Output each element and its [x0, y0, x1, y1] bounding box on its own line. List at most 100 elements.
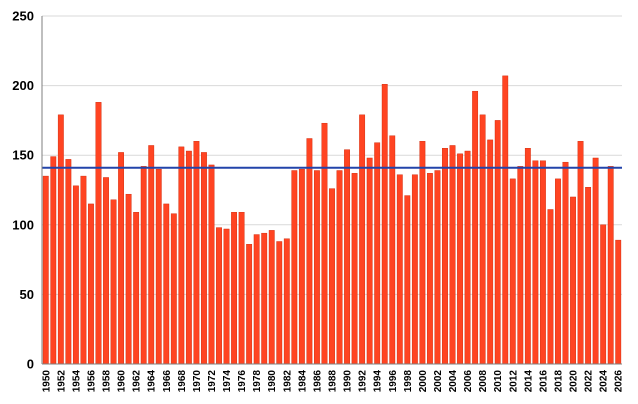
x-tick-label: 1988: [328, 370, 339, 393]
bar-1992: [359, 114, 366, 365]
bar-1997: [396, 174, 403, 365]
x-tick-label: 1970: [192, 370, 203, 393]
bar-1994: [374, 142, 381, 365]
bar-1958: [103, 177, 109, 365]
y-tick-label: 150: [12, 148, 34, 163]
bar-1987: [321, 122, 328, 365]
bar-1971: [201, 152, 207, 365]
bar-2012: [509, 178, 516, 365]
bar-1979: [261, 232, 268, 365]
bar-2005: [457, 153, 463, 365]
x-tick-label: 2014: [523, 370, 534, 393]
bar-2006: [464, 150, 471, 365]
bar-1957: [95, 102, 102, 365]
y-axis-ticks: 0 50 100 150 200 250: [12, 9, 34, 372]
bar-1963: [140, 166, 147, 365]
x-tick-label: 2018: [553, 370, 564, 393]
bar-1976: [238, 212, 245, 365]
bar-1955: [80, 175, 87, 365]
x-tick-label: 1996: [388, 370, 399, 393]
bar-1956: [88, 203, 94, 365]
x-tick-label: 1986: [312, 370, 323, 393]
bar-1985: [306, 138, 313, 365]
bar-2004: [449, 145, 456, 365]
bar-1998: [404, 195, 411, 365]
bar-1951: [50, 156, 57, 365]
bar-2019: [562, 161, 569, 365]
bar-1967: [170, 213, 177, 365]
bar-1981: [276, 241, 283, 365]
bar-1996: [389, 135, 396, 365]
x-tick-label: 2022: [584, 370, 595, 393]
x-tick-label: 2000: [418, 370, 429, 393]
bar-2025: [607, 166, 614, 365]
bar-2003: [442, 148, 448, 365]
bar-1969: [185, 150, 192, 365]
bar-1977: [246, 244, 253, 365]
x-tick-label: 1962: [132, 370, 143, 393]
bar-1973: [216, 227, 222, 365]
bar-2000: [419, 141, 426, 365]
bar-2020: [570, 196, 576, 365]
bar-2008: [479, 114, 486, 365]
x-tick-label: 1968: [177, 370, 188, 393]
x-tick-label: 2010: [493, 370, 504, 393]
x-tick-label: 1958: [102, 370, 113, 393]
x-tick-label: 1964: [147, 370, 158, 393]
y-tick-label: 250: [12, 9, 34, 24]
x-tick-label: 2024: [599, 370, 610, 393]
bar-1960: [118, 152, 124, 365]
bar-2023: [592, 157, 599, 365]
bar-1952: [57, 114, 64, 365]
bar-1986: [314, 170, 320, 365]
x-tick-label: 2008: [478, 370, 489, 393]
bar-1972: [208, 164, 215, 365]
bar-1984: [298, 168, 305, 365]
x-tick-label: 2020: [569, 370, 580, 393]
bar-2013: [517, 166, 524, 365]
bar-1989: [336, 170, 343, 365]
bar-2011: [502, 75, 509, 365]
bar-2007: [472, 90, 479, 365]
bar-1962: [133, 212, 140, 365]
bar-1953: [65, 159, 72, 365]
bar-1978: [253, 234, 260, 365]
x-tick-label: 2016: [538, 370, 549, 393]
y-tick-label: 100: [12, 217, 34, 232]
bar-1988: [329, 188, 335, 365]
bar-1964: [148, 145, 155, 365]
bar-2010: [494, 120, 501, 365]
bar-1970: [193, 141, 200, 365]
x-tick-label: 1998: [403, 370, 414, 393]
bar-2009: [487, 139, 494, 365]
bar-1974: [223, 228, 230, 365]
x-tick-label: 1984: [297, 370, 308, 393]
x-tick-label: 1994: [373, 370, 384, 393]
bar-1961: [125, 193, 132, 365]
x-tick-label: 1956: [86, 370, 97, 393]
bar-2001: [427, 173, 433, 365]
bar-2002: [434, 170, 441, 365]
bar-2017: [547, 209, 554, 365]
bar-1990: [344, 149, 350, 365]
bar-1975: [231, 212, 237, 365]
bar-1965: [155, 168, 162, 365]
bar-2015: [532, 160, 539, 365]
axes: [41, 16, 622, 365]
x-tick-label: 1972: [207, 370, 218, 393]
bar-2026: [615, 239, 622, 365]
bar-2022: [585, 187, 592, 365]
x-tick-label: 1974: [222, 370, 233, 393]
x-tick-label: 1966: [162, 370, 173, 393]
bar-1950: [42, 175, 49, 365]
y-tick-label: 50: [20, 287, 34, 302]
x-tick-label: 2012: [508, 370, 519, 393]
x-tick-label: 1952: [56, 370, 67, 393]
bar-1959: [110, 199, 117, 365]
bar-1993: [366, 157, 373, 365]
x-tick-label: 1990: [343, 370, 354, 393]
bar-2021: [577, 141, 584, 365]
bar-1982: [283, 238, 290, 365]
x-tick-label: 2026: [614, 370, 625, 393]
